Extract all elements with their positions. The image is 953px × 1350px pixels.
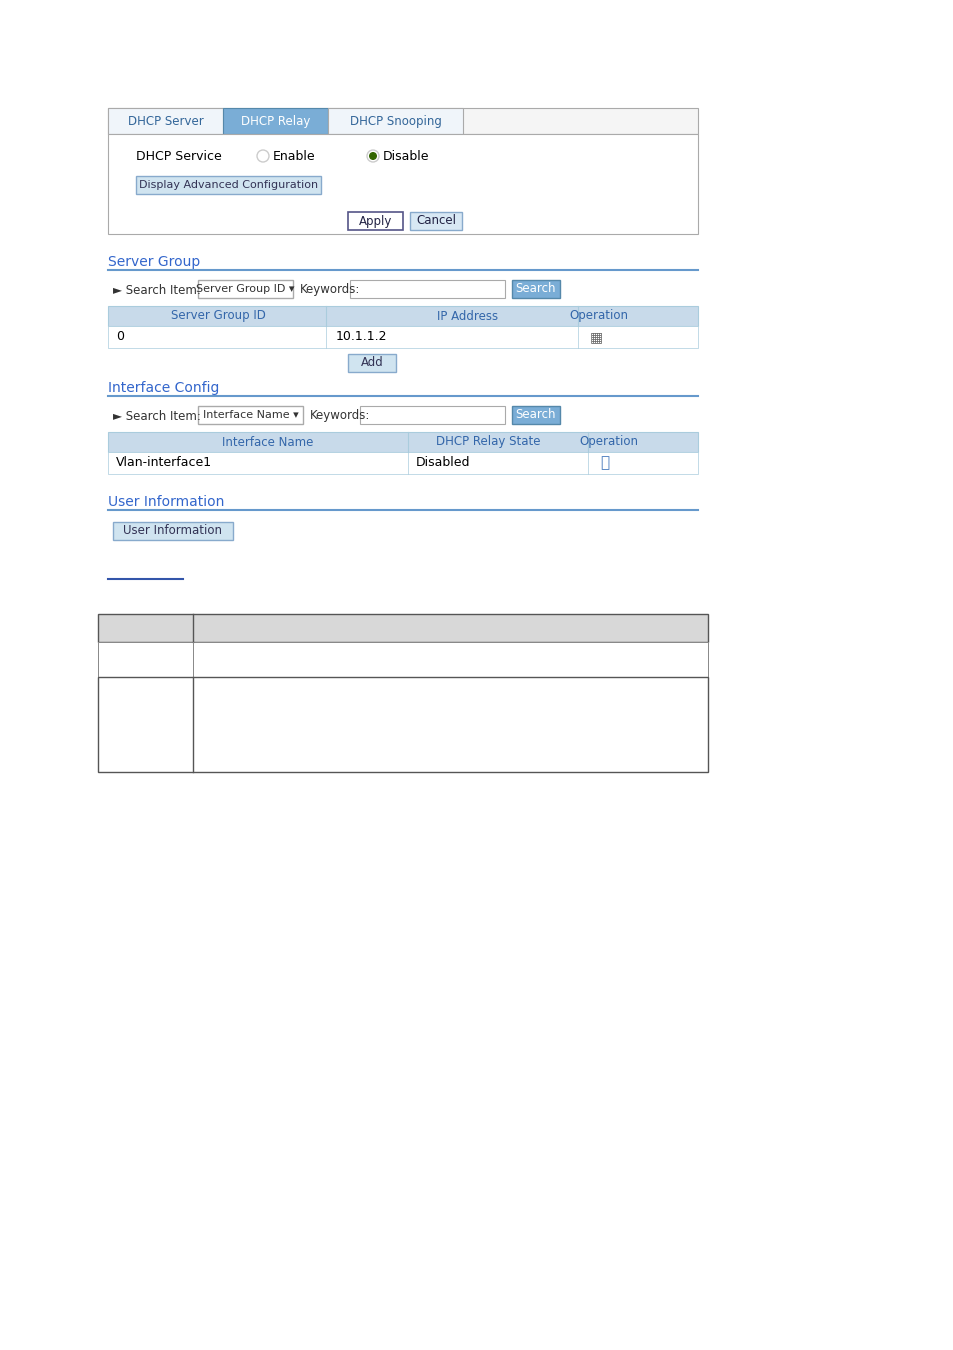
Bar xyxy=(350,279,504,298)
Bar xyxy=(108,108,223,134)
Text: DHCP Relay State: DHCP Relay State xyxy=(436,436,539,448)
Bar xyxy=(410,212,461,230)
Bar xyxy=(108,325,698,348)
Text: Server Group: Server Group xyxy=(108,255,200,269)
Bar xyxy=(112,522,233,540)
Text: ► Search Item:: ► Search Item: xyxy=(112,409,201,423)
Bar xyxy=(108,306,698,325)
Bar xyxy=(198,279,293,298)
Bar xyxy=(98,643,707,676)
Text: DHCP Server: DHCP Server xyxy=(128,115,203,128)
Text: ⎘: ⎘ xyxy=(599,455,608,471)
Text: Server Group ID: Server Group ID xyxy=(171,309,265,323)
Circle shape xyxy=(370,153,375,159)
Bar xyxy=(98,614,707,643)
Text: Display Advanced Configuration: Display Advanced Configuration xyxy=(139,180,317,190)
Text: Search: Search xyxy=(516,409,556,421)
Text: DHCP Service: DHCP Service xyxy=(136,150,221,162)
Bar xyxy=(512,406,559,424)
Bar xyxy=(108,108,698,134)
Text: Disabled: Disabled xyxy=(416,456,470,470)
Text: DHCP Snooping: DHCP Snooping xyxy=(349,115,441,128)
Text: User Information: User Information xyxy=(123,525,222,537)
Bar xyxy=(108,432,698,452)
Text: Keywords:: Keywords: xyxy=(310,409,370,423)
Bar xyxy=(108,134,698,234)
Text: Enable: Enable xyxy=(273,150,315,162)
Text: Vlan-interface1: Vlan-interface1 xyxy=(116,456,212,470)
Text: Search: Search xyxy=(516,282,556,296)
Text: Operation: Operation xyxy=(568,309,627,323)
Text: ▦: ▦ xyxy=(589,329,602,344)
Text: Apply: Apply xyxy=(358,215,392,228)
Text: DHCP Relay: DHCP Relay xyxy=(240,115,310,128)
Bar xyxy=(223,108,328,134)
Text: Cancel: Cancel xyxy=(416,215,456,228)
Text: IP Address: IP Address xyxy=(437,309,498,323)
Text: Add: Add xyxy=(360,356,383,370)
Text: User Information: User Information xyxy=(108,495,224,509)
Text: Interface Name: Interface Name xyxy=(222,436,314,448)
Bar xyxy=(108,452,698,474)
Bar xyxy=(359,406,504,424)
Bar xyxy=(512,279,559,298)
Text: Operation: Operation xyxy=(578,436,638,448)
Bar xyxy=(328,108,462,134)
Text: Interface Name ▾: Interface Name ▾ xyxy=(202,410,298,420)
Text: 10.1.1.2: 10.1.1.2 xyxy=(335,331,387,343)
Text: Keywords:: Keywords: xyxy=(299,284,360,297)
Text: ► Search Item:: ► Search Item: xyxy=(112,284,201,297)
Bar xyxy=(198,406,303,424)
Bar xyxy=(348,212,402,230)
Bar xyxy=(136,176,320,194)
Text: Disable: Disable xyxy=(382,150,429,162)
Text: Interface Config: Interface Config xyxy=(108,381,219,396)
Text: 0: 0 xyxy=(116,331,124,343)
Text: Server Group ID ▾: Server Group ID ▾ xyxy=(196,284,294,294)
Bar xyxy=(348,354,395,373)
Bar xyxy=(98,676,707,772)
